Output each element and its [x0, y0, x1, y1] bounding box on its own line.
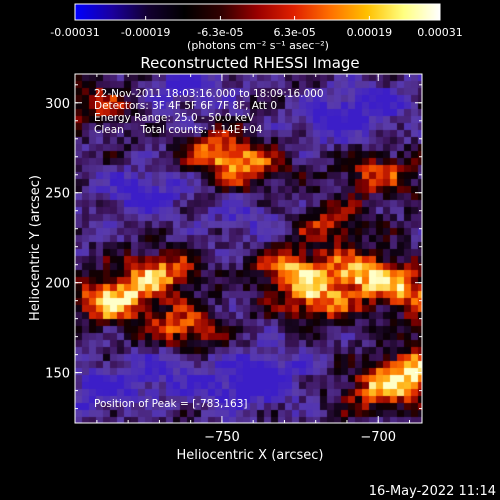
x-tick-label: −700: [360, 430, 396, 445]
y-tick-labels: 150 200 250 300: [45, 97, 70, 382]
colorbar-tick-labels: -0.00031 -0.00019 -6.3e-05 6.3e-05 0.00019 0.…: [50, 26, 462, 39]
y-tick-label: 200: [45, 277, 70, 292]
y-axis-label: Heliocentric Y (arcsec): [28, 175, 43, 321]
annotation-time-range: 22-Nov-2011 18:03:16.000 to 18:09:16.000: [94, 88, 324, 100]
peak-position-label: Position of Peak = [-783,163]: [94, 398, 248, 410]
annotation-clean-counts: Clean Total counts: 1.14E+04: [94, 124, 263, 136]
colorbar-gradient: [75, 4, 440, 20]
colorbar-units: (photons cm⁻² s⁻¹ asec⁻²): [187, 39, 329, 52]
annotation-energy-range: Energy Range: 25.0 - 50.0 keV: [94, 112, 255, 124]
heatmap-image: [75, 74, 422, 423]
colorbar-tick-label: -0.00019: [121, 26, 170, 39]
colorbar-tick-label: -6.3e-05: [197, 26, 243, 39]
x-axis-ticks: [96, 74, 410, 423]
colorbar-frame: [74, 3, 441, 21]
y-axis-ticks: [75, 84, 422, 410]
colorbar-tick-label: 6.3e-05: [273, 26, 315, 39]
footer-timestamp: 16-May-2022 11:14: [369, 484, 496, 499]
colorbar-tick-label: 0.00019: [347, 26, 393, 39]
colorbar-tick-label: 0.00031: [417, 26, 463, 39]
y-tick-label: 150: [45, 367, 70, 382]
colorbar-tick-label: -0.00031: [50, 26, 99, 39]
plot-frame: [74, 73, 423, 424]
colorbar: -0.00031 -0.00019 -6.3e-05 6.3e-05 0.00019 0.…: [50, 3, 463, 52]
x-axis-label: Heliocentric X (arcsec): [177, 448, 324, 463]
y-tick-label: 250: [45, 187, 70, 202]
y-tick-label: 300: [45, 97, 70, 112]
annotation-detectors: Detectors: 3F 4F 5F 6F 7F 8F, Att 0: [94, 100, 277, 112]
chart-title: Reconstructed RHESSI Image: [140, 54, 359, 72]
x-tick-labels: −750−700−650: [204, 430, 396, 445]
colorbar-ticks: [74, 16, 441, 20]
x-tick-label: −750: [204, 430, 240, 445]
